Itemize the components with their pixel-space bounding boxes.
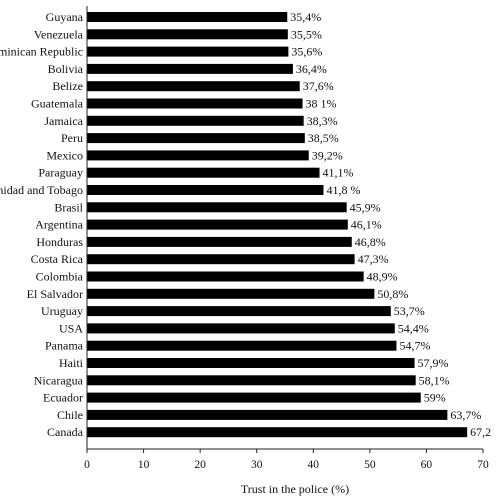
value-label: 36,4%: [296, 62, 327, 76]
bar: [87, 63, 293, 74]
category-label: Nicaragua: [34, 373, 84, 387]
value-label: 35,4%: [290, 10, 321, 24]
category-label: Jamaica: [44, 114, 83, 128]
category-label: Panama: [45, 339, 84, 353]
value-label: 46,1%: [351, 218, 382, 232]
bar: [87, 115, 304, 126]
category-label: El Salvador: [27, 287, 83, 301]
category-label: Argentina: [35, 218, 83, 232]
x-tick-label: 50: [364, 459, 376, 471]
value-label: 50,8%: [377, 287, 408, 301]
bar: [87, 185, 324, 195]
value-label: 41,8 %: [326, 183, 360, 197]
x-tick-label: 40: [308, 459, 320, 471]
bar: [87, 98, 303, 109]
x-tick-label: 10: [138, 459, 150, 471]
category-label: Dominican Republic: [0, 45, 83, 59]
value-label: 35,5%: [291, 27, 322, 41]
bar: [87, 236, 352, 247]
bar: [87, 392, 421, 403]
value-label: 38 1%: [306, 97, 337, 111]
bar: [87, 254, 355, 265]
x-tick-label: 70: [477, 459, 489, 471]
category-label: Peru: [61, 131, 83, 145]
category-label: Mexico: [46, 148, 83, 162]
category-label: Paraguay: [38, 166, 83, 180]
value-labels-group: 35,4% 35,5% 35,6% 36,4% 37,6% 38 1% 38,3% 38,5%…: [290, 10, 491, 439]
x-tick-label: 0: [84, 459, 90, 471]
x-axis-title: Trust in the police (%): [241, 482, 349, 496]
value-label: 38,5%: [308, 131, 339, 145]
value-label: 38,3%: [307, 114, 338, 128]
category-label: Venezuela: [34, 27, 84, 41]
value-label: 63,7%: [450, 408, 481, 422]
x-tick-label: 20: [194, 459, 206, 471]
bar: [87, 306, 391, 317]
value-label: 57,9%: [418, 356, 449, 370]
bar: [87, 150, 309, 161]
category-label: Haiti: [59, 356, 84, 370]
bar: [87, 12, 288, 22]
value-label: 48,9%: [367, 270, 398, 284]
value-label: 47,3%: [358, 252, 389, 266]
bar: [87, 427, 468, 438]
bar: [87, 167, 320, 178]
category-labels-group: Guyana Venezuela Dominican Republic Bolivia…: [0, 10, 84, 439]
category-label: Canada: [47, 425, 84, 439]
category-label: Honduras: [36, 235, 83, 249]
bar: [87, 375, 416, 386]
value-label: 35,6%: [291, 45, 322, 59]
category-label: Ecuador: [43, 391, 83, 405]
category-label: Trinidad and Tobago: [0, 183, 83, 197]
value-label: 53,7%: [394, 304, 425, 318]
bar: [87, 133, 305, 144]
bar: [87, 219, 348, 230]
category-label: USA: [59, 321, 83, 335]
value-label: 59%: [424, 391, 446, 405]
category-label: Costa Rica: [31, 252, 84, 266]
bar: [87, 340, 397, 351]
value-label: 58,1%: [419, 373, 450, 387]
value-label: 45,9%: [350, 200, 381, 214]
bar: [87, 409, 448, 420]
bar: [87, 81, 300, 92]
bar: [87, 46, 289, 57]
x-tick-label: 30: [251, 459, 263, 471]
bar: [87, 288, 375, 299]
bar: [87, 202, 347, 213]
category-label: Chile: [57, 408, 83, 422]
value-label: 54,7%: [399, 339, 430, 353]
x-tick-label: 60: [421, 459, 433, 471]
category-label: Brasil: [54, 200, 83, 214]
value-label: 41,1%: [323, 166, 354, 180]
value-label: 39,2%: [312, 148, 343, 162]
category-label: Guyana: [46, 10, 84, 24]
value-label: 37,6%: [303, 79, 334, 93]
x-axis-ticks-group: 0 10 20 30 40 50 60 70: [84, 449, 489, 471]
bar: [87, 358, 415, 368]
bar: [87, 271, 364, 282]
value-label: 67,2: [470, 425, 491, 439]
value-label: 54,4%: [398, 321, 429, 335]
bar: [87, 29, 288, 40]
category-label: Bolivia: [48, 62, 84, 76]
category-label: Guatemala: [31, 97, 84, 111]
category-label: Uruguay: [41, 304, 83, 318]
bars-group: [87, 12, 468, 438]
bar: [87, 323, 395, 334]
category-label: Colombia: [36, 270, 84, 284]
category-label: Belize: [52, 79, 83, 93]
value-label: 46,8%: [355, 235, 386, 249]
